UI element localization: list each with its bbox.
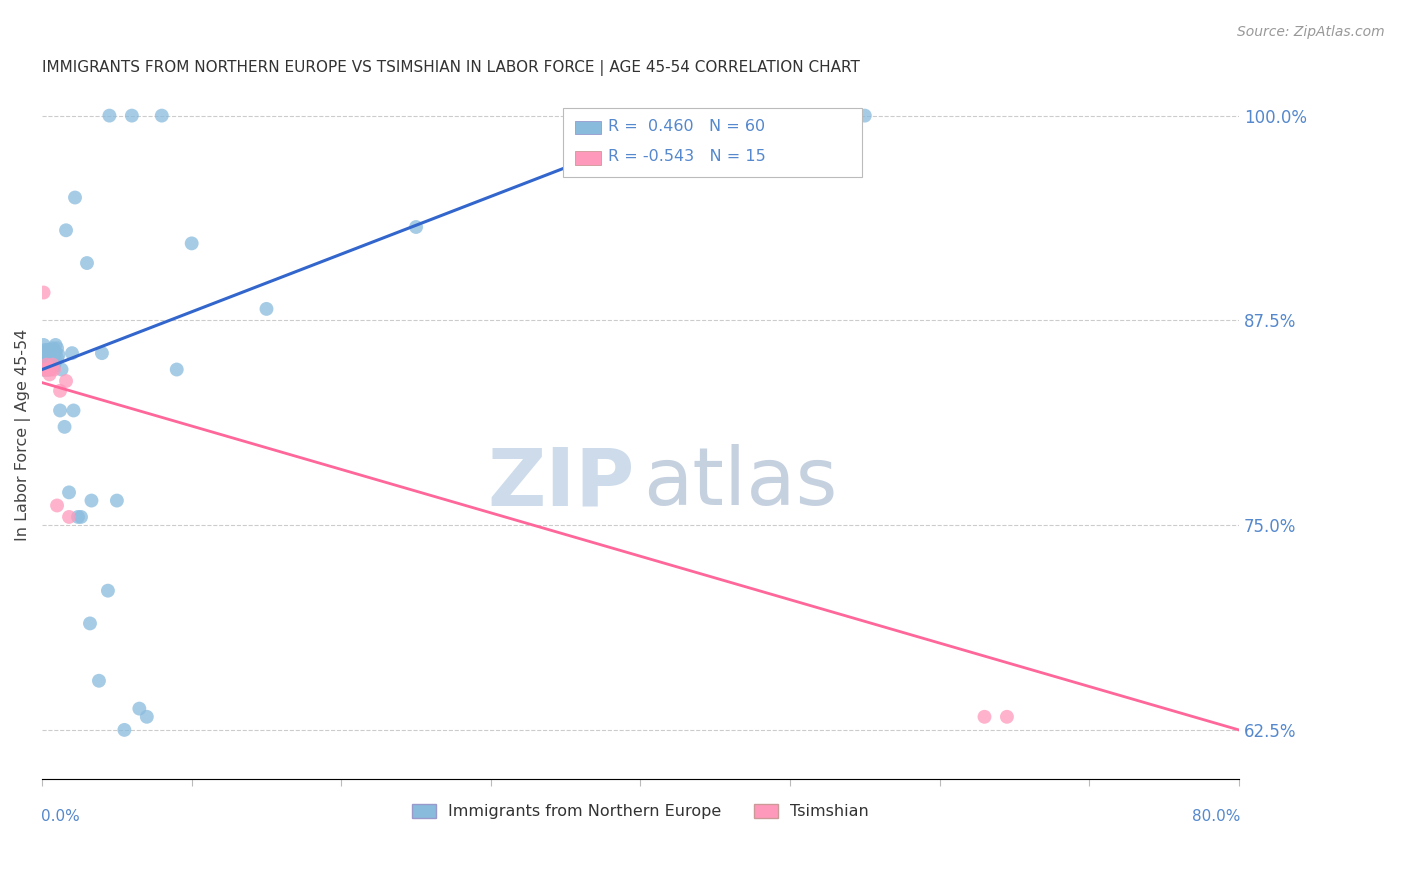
Point bbox=[35, 358, 58, 372]
Point bbox=[53, 420, 76, 434]
Y-axis label: In Labor Force | Age 45-54: In Labor Force | Age 45-54 bbox=[15, 329, 31, 541]
Point bbox=[37, 343, 59, 357]
Point bbox=[32, 338, 55, 352]
FancyBboxPatch shape bbox=[575, 151, 600, 165]
Point bbox=[34, 362, 56, 376]
Point bbox=[39, 362, 62, 376]
Point bbox=[853, 109, 876, 123]
Point bbox=[87, 673, 110, 688]
Point bbox=[55, 223, 77, 237]
Point bbox=[41, 351, 63, 365]
Point bbox=[973, 710, 995, 724]
Point bbox=[121, 109, 143, 123]
Point bbox=[62, 403, 84, 417]
Point bbox=[46, 351, 69, 365]
Point bbox=[34, 354, 56, 368]
Text: IMMIGRANTS FROM NORTHERN EUROPE VS TSIMSHIAN IN LABOR FORCE | AGE 45-54 CORRELAT: IMMIGRANTS FROM NORTHERN EUROPE VS TSIMS… bbox=[42, 60, 860, 76]
FancyBboxPatch shape bbox=[575, 120, 600, 135]
Point bbox=[35, 354, 58, 368]
Point bbox=[60, 346, 83, 360]
Point bbox=[32, 285, 55, 300]
Point bbox=[41, 358, 63, 372]
Point bbox=[32, 362, 55, 376]
Point bbox=[180, 236, 202, 251]
Point bbox=[112, 723, 135, 737]
Point bbox=[45, 354, 67, 368]
Point bbox=[79, 616, 101, 631]
Point bbox=[37, 354, 59, 368]
Point bbox=[58, 510, 80, 524]
Point bbox=[995, 710, 1018, 724]
Text: R =  0.460   N = 60: R = 0.460 N = 60 bbox=[609, 119, 765, 134]
Point bbox=[63, 190, 86, 204]
Point bbox=[48, 348, 70, 362]
Point bbox=[70, 510, 93, 524]
Point bbox=[39, 343, 62, 357]
Point bbox=[91, 346, 114, 360]
Point bbox=[34, 343, 56, 357]
Point bbox=[46, 499, 69, 513]
Point bbox=[38, 351, 60, 365]
Point bbox=[166, 362, 188, 376]
Point bbox=[32, 351, 55, 365]
Point bbox=[66, 510, 89, 524]
Point bbox=[150, 109, 173, 123]
Point bbox=[58, 485, 80, 500]
Point bbox=[42, 359, 65, 374]
Point bbox=[38, 358, 60, 372]
Point bbox=[49, 384, 72, 398]
Text: 0.0%: 0.0% bbox=[41, 808, 79, 823]
Text: R = -0.543   N = 15: R = -0.543 N = 15 bbox=[609, 149, 766, 164]
Point bbox=[39, 351, 62, 365]
Point bbox=[41, 341, 63, 355]
Point bbox=[256, 301, 278, 316]
Point bbox=[32, 344, 55, 359]
FancyBboxPatch shape bbox=[562, 108, 862, 177]
Point bbox=[34, 362, 56, 376]
Text: 80.0%: 80.0% bbox=[1192, 808, 1240, 823]
Point bbox=[38, 368, 60, 382]
Point bbox=[37, 362, 59, 376]
Point bbox=[46, 341, 69, 355]
Point bbox=[38, 362, 60, 376]
Point bbox=[55, 374, 77, 388]
Point bbox=[105, 493, 128, 508]
Point bbox=[42, 343, 65, 357]
Point bbox=[405, 219, 427, 234]
Legend: Immigrants from Northern Europe, Tsimshian: Immigrants from Northern Europe, Tsimshi… bbox=[412, 804, 869, 819]
Point bbox=[49, 403, 72, 417]
Point bbox=[42, 351, 65, 365]
Point bbox=[37, 362, 59, 376]
Point bbox=[128, 701, 150, 715]
Text: atlas: atlas bbox=[643, 444, 837, 522]
Text: Source: ZipAtlas.com: Source: ZipAtlas.com bbox=[1237, 25, 1385, 39]
Point bbox=[38, 344, 60, 359]
Point bbox=[80, 493, 103, 508]
Point bbox=[42, 362, 65, 376]
Point bbox=[32, 362, 55, 376]
Point bbox=[32, 358, 55, 372]
Point bbox=[45, 338, 67, 352]
Text: ZIP: ZIP bbox=[488, 444, 634, 522]
Point bbox=[98, 109, 121, 123]
Point bbox=[35, 362, 58, 376]
Point bbox=[76, 256, 98, 270]
Point bbox=[35, 346, 58, 360]
Point bbox=[135, 710, 157, 724]
Point bbox=[45, 346, 67, 360]
Point bbox=[41, 359, 63, 374]
Point bbox=[51, 362, 73, 376]
Point bbox=[97, 583, 120, 598]
